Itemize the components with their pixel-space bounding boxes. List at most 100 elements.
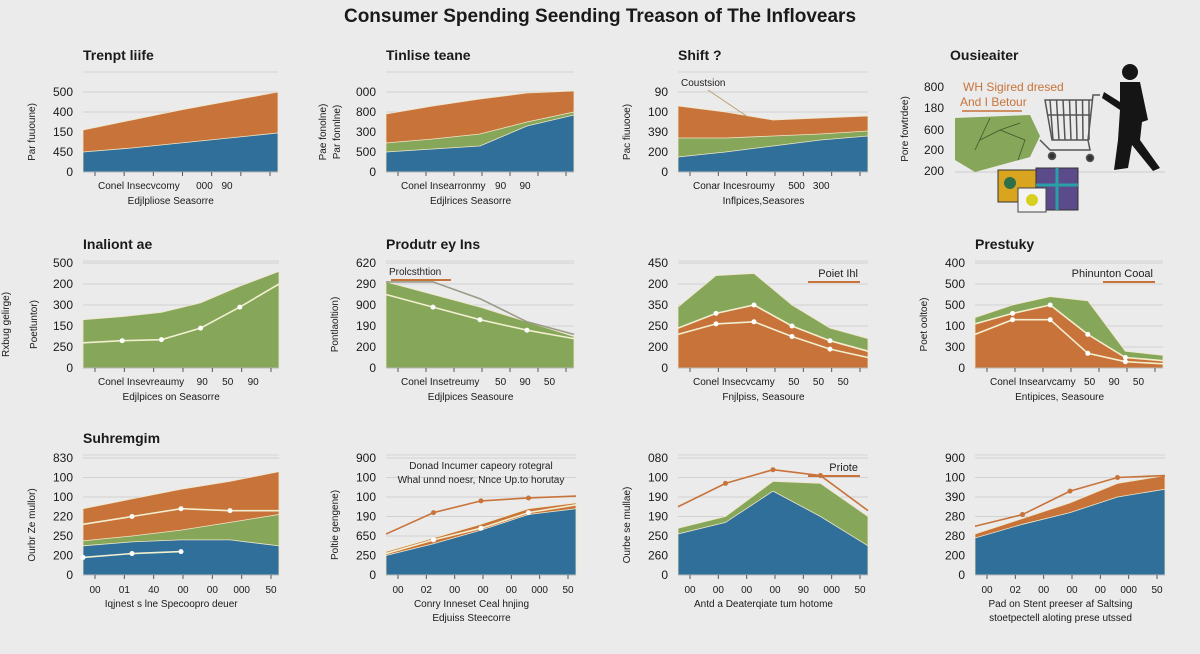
data-point [1115,475,1120,480]
data-point [1067,488,1073,494]
x-tick-label: 50 [544,377,556,388]
data-point [713,310,719,316]
y-tick-label: 0 [958,361,965,375]
cart-basket [1044,94,1100,141]
y-tick-label: 0 [661,361,668,375]
chart-title: Suhremgim [83,430,160,446]
line-series [974,304,1164,362]
y-tick-label: 200 [648,145,668,159]
y-tick-label: 100 [648,471,668,485]
data-point [129,551,135,557]
cart-wheel [1047,151,1057,161]
x-tick-label: 90 [495,181,507,192]
data-point [129,514,135,519]
x-tick-label: 50 [813,377,825,388]
x-tick-label: 000 [1120,585,1137,596]
y-tick-label: 300 [356,125,376,139]
data-point [526,495,531,501]
y-tick-label: 0 [369,165,376,179]
y-tick-label: 450 [648,256,668,270]
x-tick-label: 00 [1038,585,1050,596]
illustration-title: Ousieaiter [950,47,1019,63]
data-point [770,467,776,473]
data-point [431,510,436,516]
y-tick-label: 250 [648,319,668,333]
chart-title: Inaliont ae [83,236,152,252]
data-point [1010,310,1016,316]
data-point [178,549,184,555]
y-tick-label: 190 [356,319,376,333]
x-tick-label: 500 [788,181,805,192]
y-tick-label: 100 [945,319,965,333]
cart-wire [1062,99,1066,141]
x-axis-label: Edjlpliose Seasorre [128,196,215,207]
legend-label: Phinunton Cooal [1072,268,1153,280]
y-tick-label: 220 [53,510,73,524]
y-tick-label: 300 [53,298,73,312]
y-axis-label: Poltie gengene) [330,490,341,560]
line-series [974,318,1164,365]
data-point [431,537,436,543]
area-series-blue [82,132,279,173]
line-series [677,304,869,352]
y-tick-label: 900 [945,451,965,465]
area-series-green [82,270,280,369]
x-tick-label: 300 [813,181,830,192]
x-tick-label: 50 [562,585,574,596]
y-axis-label: Pontlaoltion) [330,297,341,353]
x-axis-label: Antd a Deaterqiate tum hotome [694,599,833,610]
x-tick-label: 000 [233,585,250,596]
cart-frame [1039,139,1091,151]
y-tick-label: 400 [945,256,965,270]
y-tick-label: 100 [53,490,73,504]
data-point [1047,317,1053,323]
y-tick-label: 250 [648,529,668,543]
x-tick-label: Conel Insearvcamy [990,377,1076,388]
y-tick-label: 400 [53,105,73,119]
data-point [1010,317,1016,323]
y-tick-label: 0 [369,568,376,582]
y-axis-label: Poet ooltoe) [919,298,930,352]
x-tick-label: 50 [788,377,800,388]
y-tick-label: 0 [66,165,73,179]
x-tick-label: 50 [1084,377,1096,388]
data-point [227,508,233,514]
y-tick-label: 200 [924,143,944,157]
y-tick-label: 250 [53,340,73,354]
cart-wire [1075,99,1078,141]
data-point [1085,331,1091,337]
y-tick-label: 200 [356,340,376,354]
y-tick-label: 150 [53,125,73,139]
x-tick-label: 000 [823,585,840,596]
y-tick-label: 600 [924,123,944,137]
cart-wire [1055,99,1060,141]
y-tick-label: 100 [945,471,965,485]
data-point [1020,512,1025,518]
y-tick-label: 200 [945,549,965,563]
y-tick-label: 200 [648,340,668,354]
illustration-panel: Ousieaiter 200 200 600 180 800 Pore fowtrdee) W… [900,47,1165,213]
y-tick-label: 900 [356,298,376,312]
y-tick-label: 900 [356,451,376,465]
x-tick-label: 00 [981,585,993,596]
chart-title: Trenpt liife [83,47,154,63]
x-tick-label: 02 [421,585,433,596]
x-tick-label: Conel Insetreumy [401,377,479,388]
map-lines [974,117,1026,161]
x-tick-label: 90 [248,377,260,388]
y-axis-label: Poetluntor) [29,300,40,349]
cart-wheel [1085,153,1095,163]
data-point [723,480,728,486]
y-tick-label: 500 [356,145,376,159]
person-silhouette-icon [1102,64,1160,171]
y-tick-label: 500 [945,277,965,291]
line-series [82,283,280,344]
area-series-blue [385,508,577,576]
area-series-blue [974,488,1166,576]
line-series [677,320,869,359]
x-axis-label: Conry Inneset Ceal hnjing [414,599,529,610]
x-axis-label: Entipices, Seasoure [1015,392,1104,403]
area-series-blue [385,114,575,173]
